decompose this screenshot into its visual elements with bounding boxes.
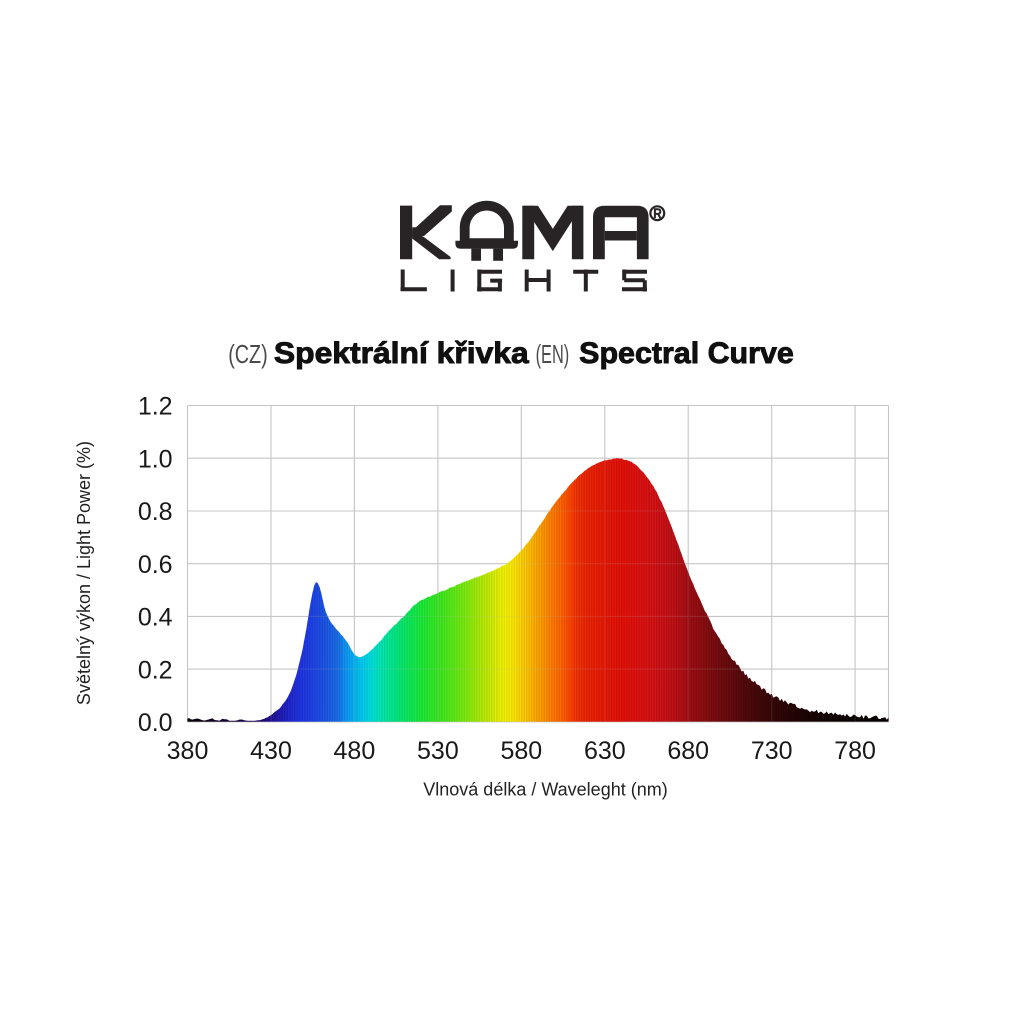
svg-text:630: 630 bbox=[584, 737, 626, 765]
svg-text:530: 530 bbox=[417, 737, 459, 765]
svg-text:780: 780 bbox=[834, 737, 876, 765]
svg-text:Vlnová délka / Waveleght (nm): Vlnová délka / Waveleght (nm) bbox=[423, 780, 667, 800]
svg-text:1.2: 1.2 bbox=[138, 393, 173, 421]
svg-text:1.0: 1.0 bbox=[138, 445, 173, 473]
svg-text:0.2: 0.2 bbox=[138, 656, 173, 684]
svg-text:Spektrální křivka: Spektrální křivka bbox=[274, 337, 529, 370]
svg-text:(EN): (EN) bbox=[536, 339, 570, 369]
svg-text:Světelný výkon / Light Power (: Světelný výkon / Light Power (%) bbox=[74, 441, 94, 705]
svg-text:430: 430 bbox=[250, 737, 292, 765]
svg-text:(CZ): (CZ) bbox=[228, 339, 268, 369]
svg-text:580: 580 bbox=[500, 737, 542, 765]
svg-text:730: 730 bbox=[751, 737, 793, 765]
svg-text:380: 380 bbox=[167, 737, 209, 765]
svg-text:0.4: 0.4 bbox=[138, 604, 173, 632]
svg-text:0.6: 0.6 bbox=[138, 551, 173, 579]
svg-text:0.8: 0.8 bbox=[138, 498, 173, 526]
svg-text:Spectral Curve: Spectral Curve bbox=[579, 337, 794, 370]
svg-text:680: 680 bbox=[667, 737, 709, 765]
svg-text:480: 480 bbox=[334, 737, 376, 765]
svg-text:0.0: 0.0 bbox=[138, 709, 173, 737]
